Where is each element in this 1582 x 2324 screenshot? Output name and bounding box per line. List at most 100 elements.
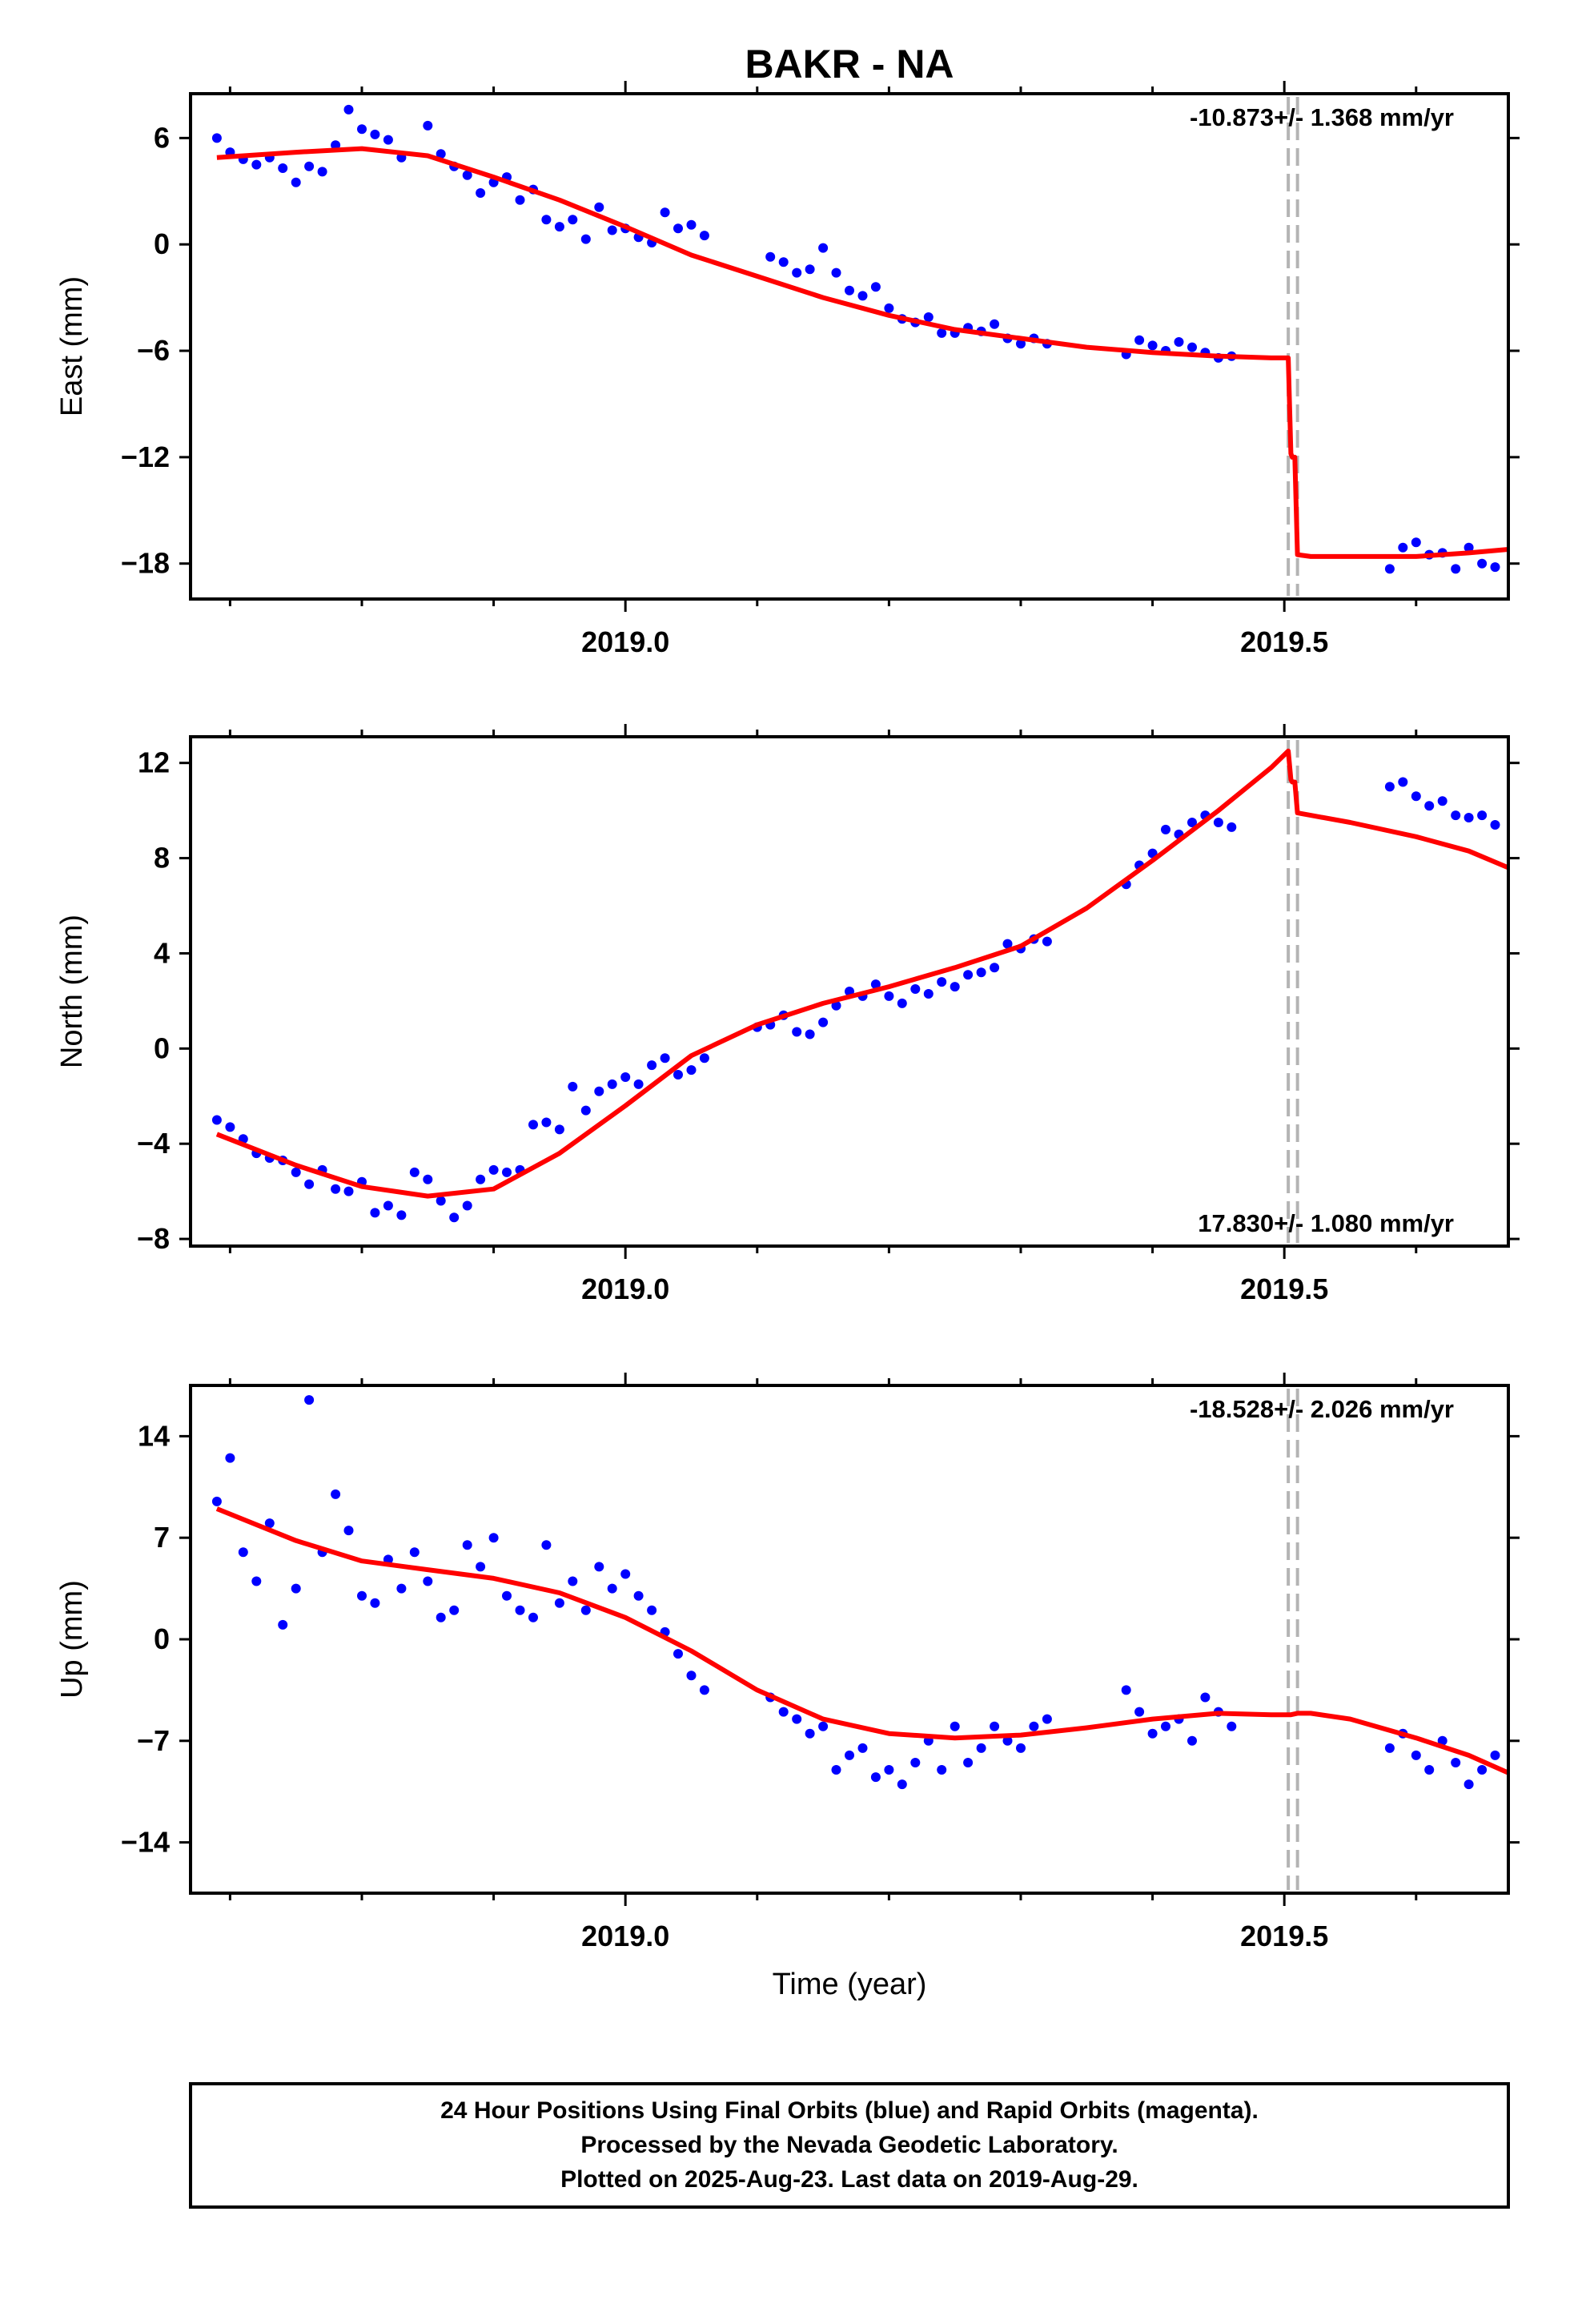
up-data-point	[620, 1569, 631, 1579]
up-data-point	[502, 1590, 512, 1601]
east-frame	[189, 92, 1510, 601]
up-data-point	[409, 1547, 420, 1558]
east-data-point	[357, 124, 367, 135]
east-data-point	[251, 159, 262, 170]
up-model-line	[215, 1506, 1510, 1775]
up-data-point	[1002, 1735, 1013, 1746]
north-data-point	[1213, 818, 1223, 827]
north-data-point	[383, 1200, 393, 1211]
up-data-point	[976, 1743, 986, 1753]
up-xtick-label: 2019.0	[581, 1920, 669, 1952]
east-data-point	[331, 140, 341, 151]
north-ytick-label: 0	[154, 1031, 170, 1064]
east-ytick-label: −18	[121, 547, 170, 580]
east-data-point	[476, 188, 486, 198]
up-data-point	[699, 1685, 709, 1695]
up-data-point	[1147, 1728, 1158, 1739]
north-model-line	[215, 748, 1510, 1199]
footer-line-2: Processed by the Nevada Geodetic Laborat…	[580, 2132, 1118, 2158]
up-data-point	[1187, 1735, 1197, 1746]
up-data-point	[449, 1605, 460, 1615]
north-data-point	[449, 1212, 460, 1223]
north-data-point	[580, 1105, 591, 1116]
north-data-point	[686, 1065, 697, 1076]
footer-line-1: 24 Hour Positions Using Final Orbits (bl…	[440, 2097, 1259, 2124]
up-ytick-label: −7	[137, 1724, 170, 1757]
north-data-point	[541, 1117, 552, 1128]
east-data-point	[1384, 564, 1395, 574]
east-data-point	[1174, 337, 1184, 347]
up-data-point	[937, 1765, 947, 1775]
footer-line-3: Plotted on 2025-Aug-23. Last data on 201…	[560, 2166, 1138, 2193]
north-data-point	[660, 1053, 670, 1063]
up-data-point	[291, 1583, 301, 1594]
up-data-point	[488, 1533, 499, 1543]
north-data-point	[291, 1167, 301, 1177]
north-data-point	[1384, 782, 1395, 792]
north-data-point	[476, 1174, 486, 1184]
east-data-point	[1477, 558, 1488, 569]
east-data-point	[554, 222, 564, 232]
north-data-point	[818, 1017, 829, 1027]
up-data-point	[568, 1576, 578, 1586]
up-data-point	[1134, 1707, 1145, 1717]
north-data-point	[343, 1186, 354, 1196]
north-data-point	[1451, 810, 1461, 821]
east-data-point	[580, 234, 591, 244]
east-data-point	[462, 170, 472, 180]
east-data-point	[423, 120, 433, 131]
north-data-point	[554, 1124, 564, 1135]
east-data-point	[370, 129, 380, 139]
north-data-point	[870, 979, 881, 990]
up-data-point	[818, 1721, 829, 1731]
east-data-point	[990, 319, 1000, 329]
figure-title: BAKR - NA	[745, 42, 954, 86]
up-data-point	[594, 1562, 604, 1572]
up-data-point	[1477, 1765, 1488, 1775]
north-data-point	[331, 1184, 341, 1194]
up-data-point	[1121, 1685, 1131, 1695]
north-data-point	[607, 1079, 617, 1089]
east-data-point	[673, 223, 683, 234]
up-data-point	[370, 1598, 380, 1608]
up-ylabel: Up (mm)	[55, 1580, 89, 1699]
north-data-point	[1411, 791, 1421, 802]
north-data-point	[225, 1122, 235, 1132]
up-ytick-label: −14	[121, 1826, 170, 1859]
north-ytick-label: 4	[154, 936, 170, 969]
up-data-point	[528, 1612, 538, 1622]
north-data-point	[462, 1200, 472, 1211]
north-data-point	[647, 1060, 657, 1071]
north-data-point	[990, 963, 1000, 973]
east-data-point	[607, 225, 617, 235]
east-ytick-label: 0	[154, 227, 170, 260]
up-data-point	[343, 1526, 354, 1536]
north-data-point	[937, 977, 947, 987]
up-data-point	[963, 1758, 974, 1767]
east-data-point	[792, 267, 802, 278]
footer-box: 24 Hour Positions Using Final Orbits (bl…	[189, 2082, 1510, 2209]
east-data-point	[805, 264, 815, 275]
north-data-point	[1187, 818, 1197, 827]
east-ytick-label: −12	[121, 440, 170, 473]
up-data-point	[476, 1562, 486, 1572]
east-ytick-label: −6	[137, 334, 170, 367]
north-ytick-label: −8	[137, 1222, 170, 1255]
up-data-point	[633, 1590, 644, 1601]
up-data-point	[1424, 1765, 1435, 1775]
up-data-point	[251, 1576, 262, 1586]
east-data-point	[568, 215, 578, 225]
east-data-point	[1147, 340, 1158, 351]
north-data-point	[884, 991, 894, 1001]
north-ytick-label: −4	[137, 1127, 170, 1160]
east-data-point	[765, 251, 776, 262]
up-data-point	[264, 1518, 275, 1529]
x-axis-label: Time (year)	[773, 1968, 927, 2001]
up-data-point	[1227, 1721, 1237, 1731]
east-data-point	[845, 285, 854, 296]
north-data-point	[1042, 936, 1052, 947]
north-data-point	[396, 1210, 407, 1220]
east-data-point	[383, 135, 393, 145]
north-data-point	[370, 1208, 380, 1218]
